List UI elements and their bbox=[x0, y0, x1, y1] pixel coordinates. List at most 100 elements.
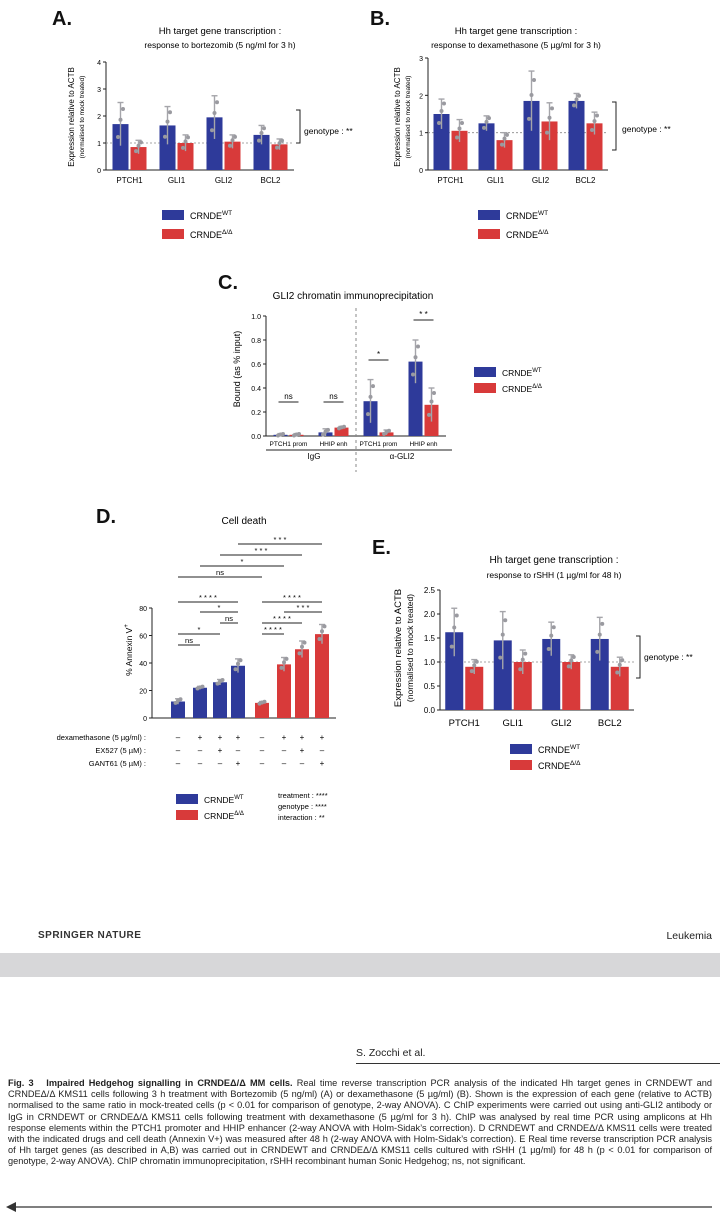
data-point bbox=[136, 143, 141, 148]
panel-label-a: A. bbox=[52, 8, 72, 30]
chart-c-plot: 0.0 0.2 0.4 0.6 0.8 1.0 bbox=[251, 314, 446, 441]
legend-b-wt-label: CRNDE bbox=[506, 211, 538, 221]
data-point bbox=[280, 138, 284, 143]
data-point bbox=[617, 662, 622, 667]
data-point bbox=[502, 136, 507, 141]
scroll-arrow[interactable] bbox=[6, 1201, 716, 1213]
bar-dd bbox=[610, 666, 629, 710]
bar-dd bbox=[562, 662, 581, 710]
treatment-sign: – bbox=[320, 746, 325, 755]
y-tick-label: 0 bbox=[143, 716, 147, 723]
bar-wt bbox=[171, 701, 185, 718]
data-point bbox=[484, 119, 489, 124]
svg-text:CRNDEΔ/Δ: CRNDEΔ/Δ bbox=[190, 229, 233, 240]
y-tick-label: 0.2 bbox=[251, 410, 261, 417]
treatment-sign: – bbox=[282, 759, 287, 768]
data-point bbox=[487, 116, 491, 121]
x-tick-label: PTCH1 bbox=[437, 176, 464, 185]
treatment-sign: + bbox=[236, 759, 241, 768]
data-point bbox=[200, 684, 205, 689]
bar-wt bbox=[253, 134, 270, 170]
data-point bbox=[139, 140, 143, 145]
significance-label: * * * bbox=[274, 535, 287, 544]
chart-panel-d: Cell death % Annexin V+ dexamethasone (5… bbox=[57, 516, 336, 822]
legend-c-dd-swatch bbox=[474, 383, 496, 393]
data-point bbox=[577, 93, 581, 98]
y-tick-label: 0.6 bbox=[251, 362, 261, 369]
panel-label-c: C. bbox=[218, 272, 238, 294]
x-tick-label: PTCH1 bbox=[449, 718, 480, 729]
chart-d-title: Cell death bbox=[221, 516, 266, 527]
treatment-sign: + bbox=[218, 733, 223, 742]
y-tick-label: 1 bbox=[419, 131, 423, 138]
y-tick-label: 0.5 bbox=[424, 682, 436, 691]
data-point bbox=[212, 111, 217, 116]
legend-a-wt-sup: WT bbox=[222, 210, 232, 217]
y-tick-label: 3 bbox=[97, 87, 101, 94]
significance-label: ns bbox=[185, 636, 193, 645]
x-tick-label: BCL2 bbox=[598, 718, 622, 729]
data-point bbox=[210, 128, 214, 133]
page-separator bbox=[0, 953, 720, 977]
legend-a-wt-label: CRNDE bbox=[190, 211, 222, 221]
data-point bbox=[572, 103, 576, 108]
treatment-sign: – bbox=[198, 759, 203, 768]
data-point bbox=[500, 142, 504, 147]
data-point bbox=[262, 126, 266, 131]
data-point bbox=[236, 661, 240, 666]
data-point bbox=[432, 391, 436, 396]
x-tick-label: PTCH1 prom bbox=[360, 441, 398, 448]
x-tick-label: GLI2 bbox=[532, 176, 550, 185]
data-point bbox=[233, 134, 237, 139]
data-point bbox=[546, 647, 551, 652]
y-tick-label: 1.5 bbox=[424, 634, 436, 643]
data-point bbox=[230, 138, 235, 143]
data-point bbox=[279, 665, 284, 670]
y-tick-label: 1 bbox=[97, 141, 101, 148]
x-tick-label: HHIP enh bbox=[319, 441, 347, 448]
treatment-sign: + bbox=[300, 733, 305, 742]
caption-body: Real time reverse transcription PCR anal… bbox=[8, 1078, 712, 1167]
chart-c-group-igg: IgG bbox=[308, 452, 321, 461]
journal-name: Leukemia bbox=[666, 930, 712, 942]
chart-e-title-2: response to rSHH (1 µg/ml for 48 h) bbox=[487, 570, 622, 580]
data-point bbox=[437, 120, 441, 125]
treatment-sign: – bbox=[300, 759, 305, 768]
data-point bbox=[134, 149, 138, 154]
significance-bracket bbox=[612, 101, 617, 151]
chart-a-annotation: genotype : ** bbox=[304, 126, 353, 136]
svg-text:CRNDEΔ/Δ: CRNDEΔ/Δ bbox=[506, 229, 549, 240]
data-point bbox=[387, 428, 391, 433]
significance-label: * * * * bbox=[264, 625, 282, 634]
y-tick-label: 2.0 bbox=[424, 610, 436, 619]
data-point bbox=[503, 618, 508, 623]
significance-label: ns bbox=[225, 614, 233, 623]
legend-d-dd-swatch bbox=[176, 810, 198, 820]
data-point bbox=[620, 658, 625, 663]
x-tick-label: PTCH1 prom bbox=[270, 441, 308, 448]
data-point bbox=[482, 125, 486, 130]
y-tick-label: 40 bbox=[139, 661, 147, 668]
chart-c-title: GLI2 chromatin immunoprecipitation bbox=[273, 291, 434, 302]
legend-d-wt-sup: WT bbox=[234, 795, 244, 801]
chart-panel-b: Hh target gene transcription : response … bbox=[393, 26, 671, 240]
chart-panel-c: GLI2 chromatin immunoprecipitation Bound… bbox=[232, 291, 542, 472]
chart-d-ylabel-sup: + bbox=[124, 624, 130, 628]
x-tick-label: HHIP enh bbox=[409, 441, 437, 448]
data-point bbox=[472, 663, 477, 668]
chart-panel-e: Hh target gene transcription : response … bbox=[393, 555, 693, 771]
legend-a-dd-swatch bbox=[162, 229, 184, 239]
significance-label: ns bbox=[284, 392, 292, 401]
chart-b-annotation: genotype : ** bbox=[622, 124, 671, 134]
significance-label: ns bbox=[216, 568, 224, 577]
caption-fig-number: Fig. 3 bbox=[8, 1078, 34, 1088]
legend-d-dd-label: CRNDE bbox=[204, 811, 235, 821]
svg-text:CRNDEWT: CRNDEWT bbox=[204, 795, 244, 805]
data-point bbox=[178, 697, 183, 702]
y-tick-label: 4 bbox=[97, 60, 101, 67]
data-point bbox=[549, 633, 554, 638]
data-point bbox=[317, 636, 322, 641]
bar-dd bbox=[315, 634, 329, 718]
treatment-sign: – bbox=[176, 746, 181, 755]
data-point bbox=[455, 135, 459, 140]
